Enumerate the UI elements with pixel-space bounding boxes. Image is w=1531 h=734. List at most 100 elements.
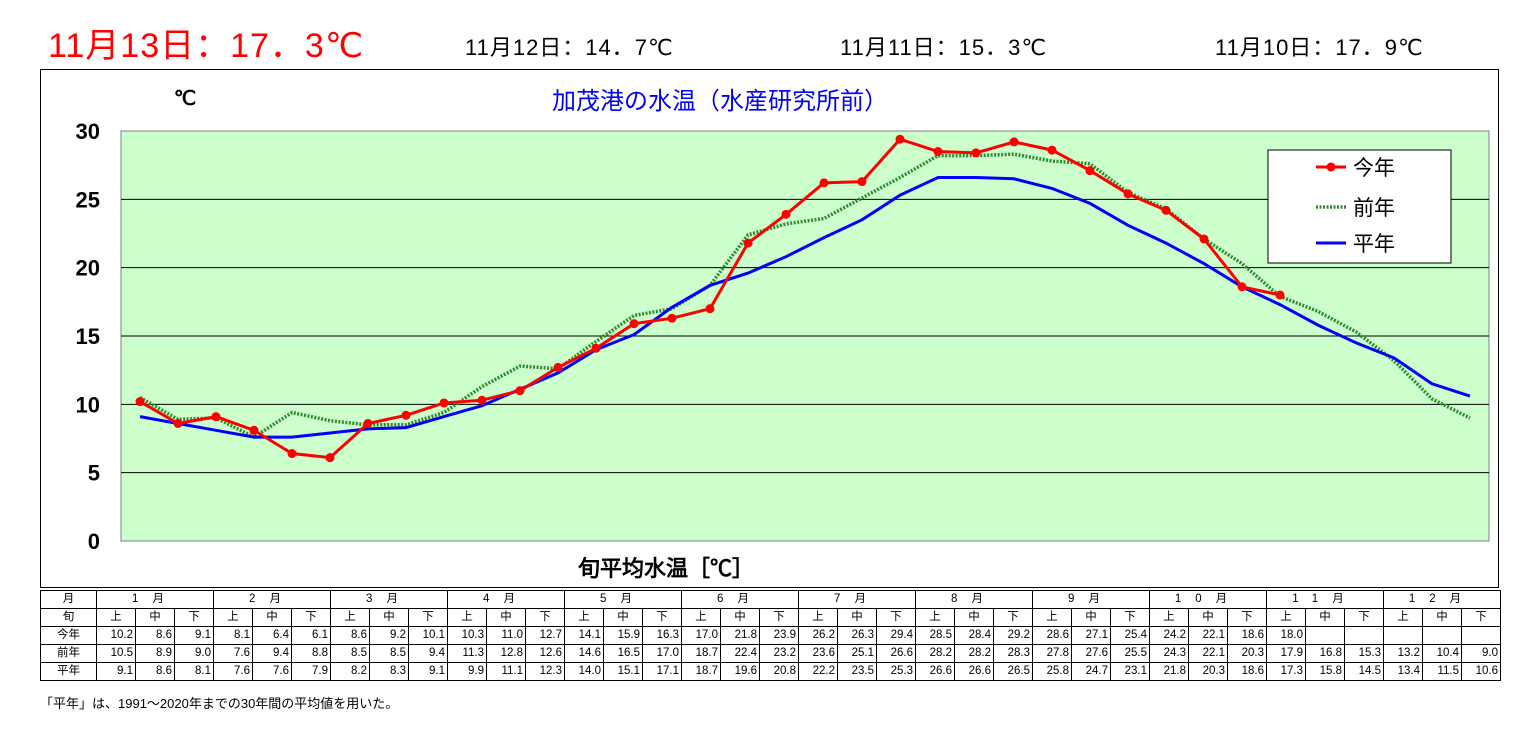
- value-cell: 10.3: [448, 627, 487, 645]
- value-cell: 15.3: [1345, 645, 1384, 663]
- y-tick-label: 30: [76, 119, 100, 144]
- value-cell: 17.3: [1267, 663, 1306, 681]
- row-label: 平年: [41, 663, 97, 681]
- legend-label-this-year: 今年: [1353, 157, 1395, 180]
- value-cell: 18.6: [1228, 663, 1267, 681]
- data-point-this-year: [174, 419, 183, 428]
- data-point-this-year: [782, 210, 791, 219]
- value-cell: 20.3: [1228, 645, 1267, 663]
- data-point-this-year: [250, 426, 259, 435]
- value-cell: 9.1: [409, 663, 448, 681]
- value-cell: 12.3: [526, 663, 565, 681]
- y-tick-label: 15: [76, 324, 100, 349]
- value-cell: 14.0: [565, 663, 604, 681]
- value-cell: 9.0: [175, 645, 214, 663]
- value-cell: 26.6: [877, 645, 916, 663]
- value-cell: 26.2: [799, 627, 838, 645]
- data-point-this-year: [934, 147, 943, 156]
- decade-cell: 中: [955, 609, 994, 627]
- value-cell: 24.3: [1150, 645, 1189, 663]
- data-point-this-year: [212, 412, 221, 421]
- value-cell: 21.8: [1150, 663, 1189, 681]
- data-point-this-year: [744, 239, 753, 248]
- value-cell: 10.2: [97, 627, 136, 645]
- value-cell: [1306, 627, 1345, 645]
- data-point-this-year: [592, 344, 601, 353]
- value-cell: 8.2: [331, 663, 370, 681]
- value-cell: 10.6: [1462, 663, 1501, 681]
- value-cell: 8.6: [136, 663, 175, 681]
- value-cell: 28.5: [916, 627, 955, 645]
- month-header: 月: [41, 591, 97, 609]
- value-cell: 8.5: [331, 645, 370, 663]
- value-cell: 8.9: [136, 645, 175, 663]
- legend: 今年 前年 平年: [1268, 150, 1451, 263]
- value-cell: 22.4: [721, 645, 760, 663]
- data-point-this-year: [1086, 166, 1095, 175]
- decade-cell: 下: [643, 609, 682, 627]
- decade-cell: 中: [1072, 609, 1111, 627]
- value-cell: 16.8: [1306, 645, 1345, 663]
- value-cell: 11.1: [487, 663, 526, 681]
- month-cell: 6月: [682, 591, 799, 609]
- month-cell: 4月: [448, 591, 565, 609]
- value-cell: 7.6: [214, 663, 253, 681]
- value-cell: 8.3: [370, 663, 409, 681]
- value-cell: 17.0: [682, 627, 721, 645]
- decade-temperature-table: 月 1月 2月 3月 4月 5月 6月 7月 8月 9月 10月 11月 12月旬上中下上中下上中下上中…: [40, 590, 1501, 681]
- value-cell: 26.5: [994, 663, 1033, 681]
- decade-cell: 下: [292, 609, 331, 627]
- value-cell: 18.6: [1228, 627, 1267, 645]
- value-cell: [1423, 627, 1462, 645]
- value-cell: 29.4: [877, 627, 916, 645]
- data-point-this-year: [402, 411, 411, 420]
- value-cell: 26.6: [955, 663, 994, 681]
- month-cell: 8月: [916, 591, 1033, 609]
- month-cell: 10月: [1150, 591, 1267, 609]
- month-cell: 3月: [331, 591, 448, 609]
- decade-cell: 中: [721, 609, 760, 627]
- value-cell: 17.0: [643, 645, 682, 663]
- value-cell: 26.3: [838, 627, 877, 645]
- value-cell: 6.4: [253, 627, 292, 645]
- value-cell: [1384, 627, 1423, 645]
- y-tick-label: 10: [76, 392, 100, 417]
- decade-cell: 中: [1306, 609, 1345, 627]
- value-cell: 17.1: [643, 663, 682, 681]
- footnote: 「平年」は、1991～2020年までの30年間の平均値を用いた。: [40, 693, 398, 712]
- value-cell: 9.1: [175, 627, 214, 645]
- value-cell: 25.1: [838, 645, 877, 663]
- y-axis-unit: ℃: [174, 88, 196, 110]
- decade-cell: 上: [214, 609, 253, 627]
- month-cell: 2月: [214, 591, 331, 609]
- value-cell: 18.7: [682, 663, 721, 681]
- data-point-this-year: [554, 363, 563, 372]
- previous-day-temperature-2: 11月11日：15．3℃: [840, 30, 1047, 62]
- value-cell: 20.3: [1189, 663, 1228, 681]
- table-row: 平年 9.1 8.6 8.1 7.6 7.6 7.9 8.2 8.3 9.1 9.9 11.1 12.3…: [41, 663, 1501, 681]
- x-axis-label: 旬平均水温［℃］: [577, 556, 754, 581]
- data-point-this-year: [288, 449, 297, 458]
- value-cell: 22.1: [1189, 645, 1228, 663]
- value-cell: 8.6: [331, 627, 370, 645]
- month-cell: 12月: [1384, 591, 1501, 609]
- value-cell: 18.7: [682, 645, 721, 663]
- chart-title: 加茂港の水温（水産研究所前）: [552, 88, 888, 115]
- decade-cell: 上: [565, 609, 604, 627]
- decade-cell: 中: [1189, 609, 1228, 627]
- decade-cell: 上: [1384, 609, 1423, 627]
- data-point-this-year: [668, 314, 677, 323]
- chart-area: 0 5 10 15 20 25 30 ℃ 加茂港の水温（水産研究所前） 旬平均水温［℃］ 今…: [40, 69, 1499, 588]
- value-cell: 14.6: [565, 645, 604, 663]
- value-cell: 24.7: [1072, 663, 1111, 681]
- value-cell: 8.1: [175, 663, 214, 681]
- decade-cell: 上: [448, 609, 487, 627]
- value-cell: 24.2: [1150, 627, 1189, 645]
- value-cell: 9.2: [370, 627, 409, 645]
- y-tick-label: 0: [88, 529, 100, 554]
- value-cell: 8.1: [214, 627, 253, 645]
- previous-day-temperature-1: 11月12日：14．7℃: [465, 30, 674, 62]
- value-cell: 14.1: [565, 627, 604, 645]
- value-cell: 28.3: [994, 645, 1033, 663]
- data-point-this-year: [478, 396, 487, 405]
